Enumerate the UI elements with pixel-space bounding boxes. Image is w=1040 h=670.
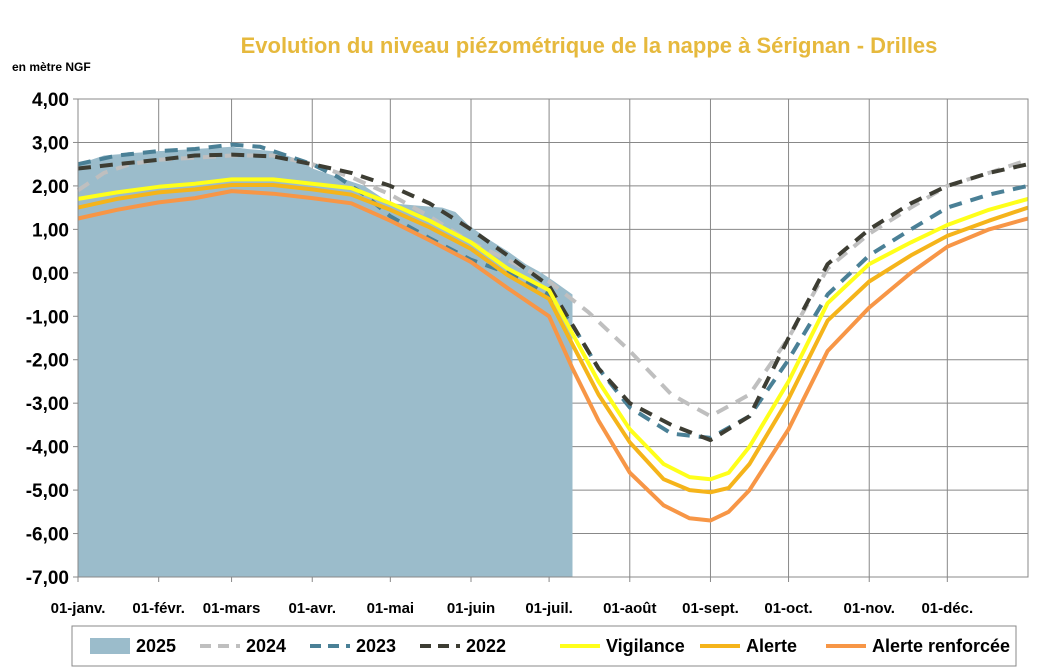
legend-label-alerte: Alerte xyxy=(746,636,797,656)
x-tick-label: 01-mai xyxy=(367,600,415,617)
x-tick-labels: 01-janv. 01-févr. 01-mars 01-avr. 01-mai 01-j… xyxy=(51,600,974,617)
legend: 2025 2024 2023 2022 Vigilance Alerte Alerte re… xyxy=(71,625,1017,667)
series-line-alerte-renforc-e xyxy=(77,189,1029,523)
x-tick-label: 01-juin xyxy=(447,600,495,617)
series-line-alerte xyxy=(77,183,1029,495)
x-tick-label: 01-août xyxy=(603,600,656,617)
legend-label-2023: 2023 xyxy=(356,636,396,656)
x-tick-label: 01-déc. xyxy=(921,600,973,617)
legend-label-2024: 2024 xyxy=(246,636,286,656)
x-tick-label: 01-févr. xyxy=(132,600,185,617)
x-tick-label: 01-nov. xyxy=(844,600,895,617)
legend-label-2022: 2022 xyxy=(466,636,506,656)
y-tick-label: -5,00 xyxy=(26,481,69,502)
series-area-2025 xyxy=(78,146,573,578)
y-tick-label: 3,00 xyxy=(32,133,69,154)
y-tick-label: -7,00 xyxy=(26,568,69,589)
legend-swatch-2025 xyxy=(90,638,130,654)
y-tick-label: 1,00 xyxy=(32,220,69,241)
series-line-2024 xyxy=(76,153,1029,419)
y-tick-label: -1,00 xyxy=(26,307,69,328)
y-tick-labels: 4,00 3,00 2,00 1,00 0,00 -1,00 -2,00 -3,00 -4,00… xyxy=(26,90,69,589)
y-tick-label: 4,00 xyxy=(32,90,69,111)
series-layer xyxy=(76,142,1029,578)
x-tick-label: 01-mars xyxy=(203,600,261,617)
y-axis-label: en mètre NGF xyxy=(12,60,91,74)
y-tick-label: 2,00 xyxy=(32,177,69,198)
x-tick-label: 01-juil. xyxy=(525,600,573,617)
x-tick-label: 01-janv. xyxy=(51,600,106,617)
y-tick-label: 0,00 xyxy=(32,264,69,285)
legend-label-vigilance: Vigilance xyxy=(606,636,685,656)
legend-label-alerte-renforc-e: Alerte renforcée xyxy=(872,636,1010,656)
y-tick-label: -4,00 xyxy=(26,438,69,459)
x-tick-label: 01-sept. xyxy=(682,600,739,617)
series-line-2023 xyxy=(77,142,1029,440)
chart-title: Evolution du niveau piézométrique de la … xyxy=(241,33,938,58)
x-tick-label: 01-oct. xyxy=(764,600,812,617)
y-tick-label: -3,00 xyxy=(26,394,69,415)
y-tick-label: -6,00 xyxy=(26,525,69,546)
series-line-vigilance xyxy=(77,177,1029,482)
y-tick-label: -2,00 xyxy=(26,351,69,372)
series-line-2022 xyxy=(77,152,1029,443)
plot-border xyxy=(77,98,1029,578)
x-tick-label: 01-avr. xyxy=(288,600,336,617)
legend-label-2025: 2025 xyxy=(136,636,176,656)
